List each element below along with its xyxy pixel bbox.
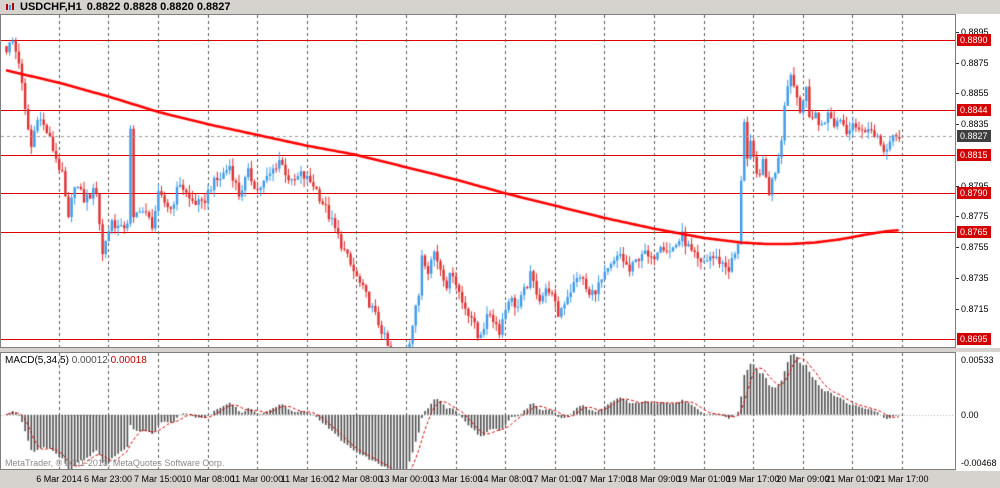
time-axis-label: 17 Mar 17:00	[577, 474, 631, 484]
level-price-label: 0.8890	[957, 34, 991, 46]
price-axis-tick	[956, 278, 959, 279]
level-price-label: 0.8790	[957, 187, 991, 199]
macd-axis-label: 0.00533	[961, 355, 994, 365]
time-axis-label: 21 Mar 01:00	[825, 474, 879, 484]
price-axis-label: 0.8875	[961, 58, 989, 68]
symbol-timeframe-label: USDCHF,H1	[20, 1, 82, 13]
time-axis-label: 19 Mar 17:00	[726, 474, 780, 484]
level-price-label: 0.8815	[957, 149, 991, 161]
time-axis-label: 10 Mar 08:00	[181, 474, 235, 484]
level-price-label: 0.8765	[957, 226, 991, 238]
time-axis-label: 13 Mar 00:00	[379, 474, 433, 484]
candlestick-canvas[interactable]	[1, 15, 955, 347]
time-axis-label: 7 Mar 15:00	[133, 474, 183, 484]
time-axis-label: 21 Mar 17:00	[875, 474, 929, 484]
price-axis-label: 0.8715	[961, 304, 989, 314]
price-axis-tick	[956, 63, 959, 64]
price-axis-tick	[956, 124, 959, 125]
current-price-label: 0.8827	[957, 130, 991, 142]
time-axis-label: 20 Mar 09:00	[776, 474, 830, 484]
copyright-text: MetaTrader, © 2001-2013, MetaQuotes Soft…	[5, 458, 225, 468]
time-axis-label: 6 Mar 23:00	[83, 474, 133, 484]
time-axis-label: 18 Mar 09:00	[627, 474, 681, 484]
time-axis-label: 11 Mar 00:00	[230, 474, 284, 484]
price-axis-label: 0.8795	[961, 181, 989, 191]
time-axis[interactable]: 6 Mar 2014 6 Mar 23:00 7 Mar 15:00 10 Mar 0…	[0, 472, 956, 488]
macd-axis-label: 0.00	[961, 410, 979, 420]
price-axis-tick	[956, 216, 959, 217]
ohlc-values: 0.8822 0.8828 0.8820 0.8827	[86, 1, 231, 13]
panel-divider[interactable]	[0, 348, 1000, 352]
price-axis-label: 0.8775	[961, 211, 989, 221]
time-axis-label: 6 Mar 2014	[36, 474, 82, 484]
price-axis-label: 0.8855	[961, 88, 989, 98]
macd-value-signal: 0.00018	[110, 355, 147, 366]
level-price-label: 0.8844	[957, 104, 991, 116]
macd-indicator-label: MACD(5,34,5) 0.00012 0.00018	[5, 355, 147, 366]
chart-title-bar: USDCHF,H1 0.8822 0.8828 0.8820 0.8827	[5, 1, 230, 13]
price-axis-label: 0.8835	[961, 119, 989, 129]
price-axis-tick	[956, 309, 959, 310]
macd-indicator-panel: MACD(5,34,5) 0.00012 0.00018 MetaTrader,…	[0, 352, 956, 470]
price-axis-tick	[956, 247, 959, 248]
time-axis-label: 17 Mar 01:00	[528, 474, 582, 484]
price-axis-label: 0.8755	[961, 242, 989, 252]
price-axis-label: 0.8895	[961, 27, 989, 37]
macd-value-main: 0.00012	[71, 355, 108, 366]
time-axis-label: 12 Mar 08:00	[329, 474, 383, 484]
time-axis-label: 14 Mar 08:00	[478, 474, 532, 484]
macd-axis-label: -0.00468	[961, 458, 997, 468]
price-axis-label: 0.8735	[961, 273, 989, 283]
time-axis-label: 13 Mar 16:00	[429, 474, 483, 484]
time-axis-label: 11 Mar 16:00	[280, 474, 334, 484]
price-axis-tick	[956, 93, 959, 94]
macd-canvas[interactable]	[1, 353, 955, 469]
price-axis[interactable]: 0.8895 0.8875 0.8855 0.8835 0.8795 0.8775 0.87…	[956, 14, 1000, 471]
price-axis-tick	[956, 186, 959, 187]
price-chart-panel	[0, 14, 956, 348]
price-axis-tick	[956, 32, 959, 33]
time-axis-label: 19 Mar 01:00	[677, 474, 731, 484]
candlestick-chart-icon	[5, 2, 15, 12]
level-price-label: 0.8695	[957, 333, 991, 345]
macd-name: MACD(5,34,5)	[5, 355, 69, 366]
